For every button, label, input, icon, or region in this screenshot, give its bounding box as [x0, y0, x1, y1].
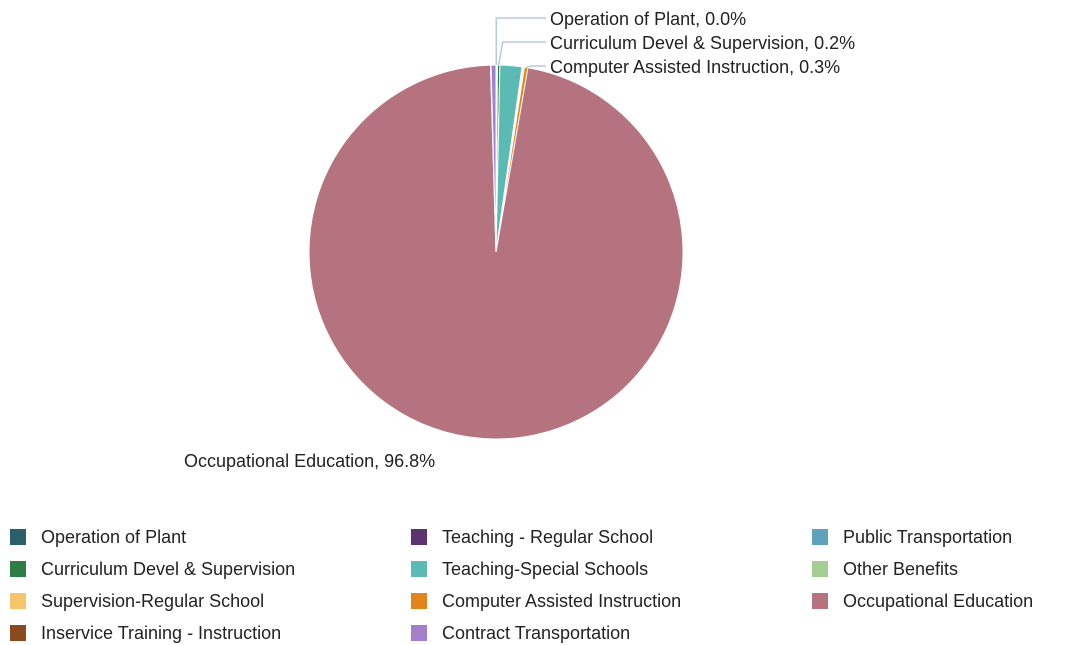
- legend-item-public-transportation[interactable]: Public Transportation: [812, 525, 1012, 549]
- legend-item-teaching-special-schools[interactable]: Teaching-Special Schools: [411, 557, 648, 581]
- chart-legend: Operation of Plant Teaching - Regular Sch…: [0, 520, 1070, 641]
- legend-label: Teaching-Special Schools: [442, 559, 648, 580]
- legend-item-computer-assisted-instruction[interactable]: Computer Assisted Instruction: [411, 589, 681, 613]
- legend-swatch: [10, 625, 26, 641]
- legend-label: Supervision-Regular School: [41, 591, 264, 612]
- data-label-occupational-education: Occupational Education, 96.8%: [184, 451, 435, 471]
- legend-item-curriculum-devel-supervision[interactable]: Curriculum Devel & Supervision: [10, 557, 295, 581]
- pie-chart: Operation of Plant, 0.0% Curriculum Devel…: [0, 0, 1070, 510]
- legend-label: Operation of Plant: [41, 527, 186, 548]
- legend-item-other-benefits[interactable]: Other Benefits: [812, 557, 958, 581]
- legend-item-operation-of-plant[interactable]: Operation of Plant: [10, 525, 186, 549]
- legend-swatch: [411, 529, 427, 545]
- legend-label: Other Benefits: [843, 559, 958, 580]
- legend-swatch: [10, 529, 26, 545]
- legend-swatch: [10, 593, 26, 609]
- legend-label: Contract Transportation: [442, 623, 630, 644]
- legend-swatch: [812, 529, 828, 545]
- legend-label: Teaching - Regular School: [442, 527, 653, 548]
- leader-line-computer-assisted-instruction: [526, 66, 546, 67]
- legend-swatch: [812, 593, 828, 609]
- leader-line-curriculum-devel-supervision: [499, 42, 546, 65]
- legend-swatch: [10, 561, 26, 577]
- data-label-operation-of-plant: Operation of Plant, 0.0%: [550, 9, 746, 29]
- legend-item-occupational-education[interactable]: Occupational Education: [812, 589, 1033, 613]
- legend-label: Computer Assisted Instruction: [442, 591, 681, 612]
- legend-swatch: [812, 561, 828, 577]
- legend-item-teaching-regular-school[interactable]: Teaching - Regular School: [411, 525, 653, 549]
- legend-label: Occupational Education: [843, 591, 1033, 612]
- pie-slices: [309, 65, 683, 439]
- leader-lines: [496, 18, 546, 67]
- data-label-computer-assisted-instruction: Computer Assisted Instruction, 0.3%: [550, 57, 840, 77]
- legend-swatch: [411, 593, 427, 609]
- legend-label: Public Transportation: [843, 527, 1012, 548]
- legend-item-contract-transportation[interactable]: Contract Transportation: [411, 621, 630, 645]
- legend-item-supervision-regular-school[interactable]: Supervision-Regular School: [10, 589, 264, 613]
- data-label-curriculum-devel-supervision: Curriculum Devel & Supervision, 0.2%: [550, 33, 855, 53]
- legend-swatch: [411, 561, 427, 577]
- legend-item-inservice-training-instruction[interactable]: Inservice Training - Instruction: [10, 621, 281, 645]
- legend-label: Inservice Training - Instruction: [41, 623, 281, 644]
- legend-swatch: [411, 625, 427, 641]
- legend-label: Curriculum Devel & Supervision: [41, 559, 295, 580]
